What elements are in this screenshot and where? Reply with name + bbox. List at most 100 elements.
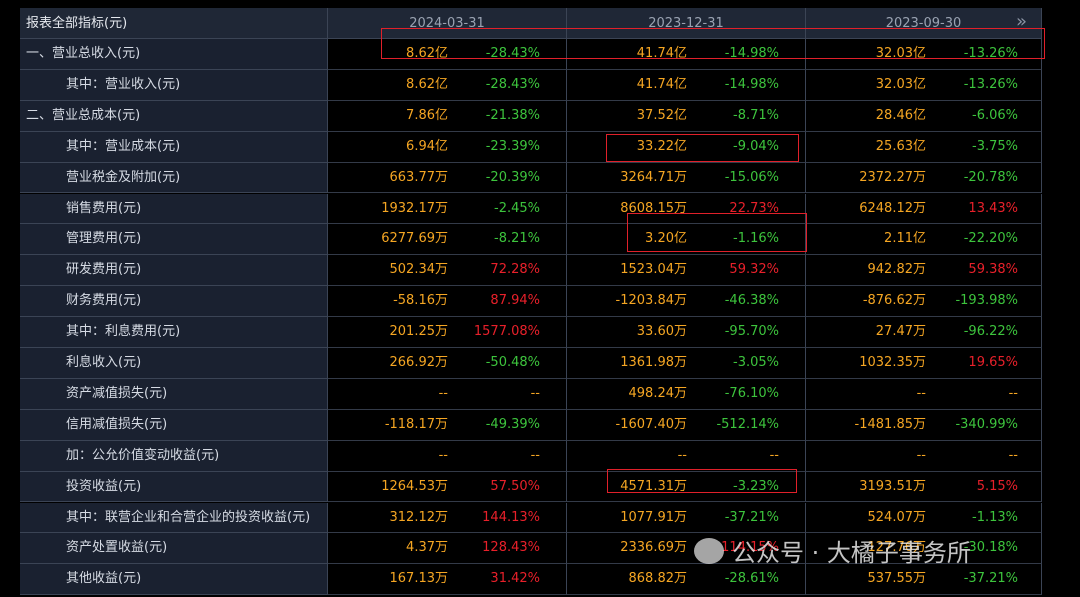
value: 6.94亿 (406, 138, 448, 154)
cell (806, 286, 1042, 318)
value: 32.03亿 (875, 76, 926, 92)
value: 1523.04万 (620, 262, 687, 278)
cell (806, 224, 1042, 256)
cell (806, 348, 1042, 379)
cell (328, 533, 567, 565)
change: -- (530, 385, 540, 401)
cell (328, 409, 567, 441)
cell (806, 100, 1042, 132)
change: -340.99% (955, 416, 1018, 432)
value: -58.16万 (393, 293, 448, 309)
change: -14.98% (724, 46, 779, 61)
change: -20.39% (485, 169, 540, 185)
value: -876.62万 (862, 293, 926, 309)
cell (328, 502, 567, 534)
change: 59.38% (968, 262, 1018, 278)
cell (328, 255, 567, 287)
change: -37.21% (724, 509, 779, 525)
cell (328, 286, 567, 318)
cell (806, 471, 1042, 503)
value: 1932.17万 (381, 200, 448, 216)
change: -3.23% (733, 478, 779, 494)
column-header: 2024-03-31 (328, 8, 567, 39)
value: 4.37万 (406, 540, 448, 556)
value: 3.20亿 (645, 231, 687, 247)
change: 22.73% (729, 200, 779, 216)
row-label: 其中：营业收入(元) (20, 69, 328, 101)
value: -1481.85万 (854, 416, 926, 432)
change: -30.18% (963, 540, 1018, 556)
cell (567, 378, 806, 410)
highlight-box (606, 134, 799, 162)
change: -28.43% (485, 76, 540, 92)
change: 114.15% (721, 540, 779, 556)
change: -193.98% (955, 293, 1018, 309)
value: -1607.40万 (615, 416, 687, 432)
value: 1264.53万 (381, 478, 448, 494)
row-label: 其中：营业成本(元) (20, 131, 328, 163)
value: 266.92万 (389, 355, 449, 370)
value: 25.63亿 (875, 138, 926, 154)
cell (328, 471, 567, 503)
row-label: 投资收益(元) (20, 471, 328, 503)
change: -3.75% (972, 138, 1018, 154)
highlight-box (627, 213, 807, 252)
change: -76.10% (724, 385, 779, 401)
change: -15.06% (724, 169, 779, 185)
change: -96.22% (963, 324, 1018, 340)
expand-icon: » (1016, 11, 1028, 32)
value: 502.34万 (389, 262, 449, 278)
cell (567, 193, 806, 225)
cell (806, 378, 1042, 410)
highlight-box (381, 28, 1045, 59)
value: 498.24万 (628, 385, 688, 401)
value: 127.76万 (867, 540, 927, 556)
cell (806, 502, 1042, 534)
value: -- (916, 447, 926, 463)
cell (328, 193, 567, 225)
value: 41.74亿 (636, 46, 687, 61)
column-header: 2023-09-30 (806, 8, 1042, 39)
change: -6.06% (972, 107, 1018, 123)
change: -23.39% (485, 138, 540, 154)
cell (806, 440, 1042, 472)
cell (567, 348, 806, 379)
cell (328, 39, 567, 70)
cell (567, 100, 806, 132)
value: 942.82万 (867, 262, 927, 278)
row-label: 管理费用(元) (20, 224, 328, 256)
value: 1077.91万 (620, 509, 687, 525)
row-label: 信用减值损失(元) (20, 409, 328, 441)
change: -14.98% (724, 76, 779, 92)
value: -- (677, 447, 687, 463)
cell (567, 533, 806, 565)
value: 8.62亿 (406, 46, 448, 61)
column-header: 2023-12-31 (567, 8, 806, 39)
change: -3.05% (733, 355, 779, 370)
change: -20.78% (963, 169, 1018, 185)
change: -- (530, 447, 540, 463)
row-label: 资产处置收益(元) (20, 533, 328, 565)
change: 57.50% (490, 478, 540, 494)
change: -13.26% (963, 76, 1018, 92)
change: 87.94% (490, 293, 540, 309)
value: 27.47万 (875, 324, 926, 340)
row-label: 财务费用(元) (20, 286, 328, 318)
change: -28.43% (485, 46, 540, 61)
cell (567, 286, 806, 318)
value: 1361.98万 (620, 355, 687, 370)
row-label: 资产减值损失(元) (20, 378, 328, 410)
change: -95.70% (724, 324, 779, 340)
change: -512.14% (716, 416, 779, 432)
value: 2.11亿 (884, 231, 926, 247)
cell (806, 533, 1042, 565)
value: 1032.35万 (859, 355, 926, 370)
value: 4571.31万 (620, 478, 687, 494)
change: -50.48% (485, 355, 540, 370)
cell (806, 409, 1042, 441)
change: -28.61% (724, 571, 779, 587)
cell (806, 193, 1042, 225)
value: -118.17万 (384, 416, 448, 432)
cell (328, 440, 567, 472)
cell (806, 317, 1042, 348)
